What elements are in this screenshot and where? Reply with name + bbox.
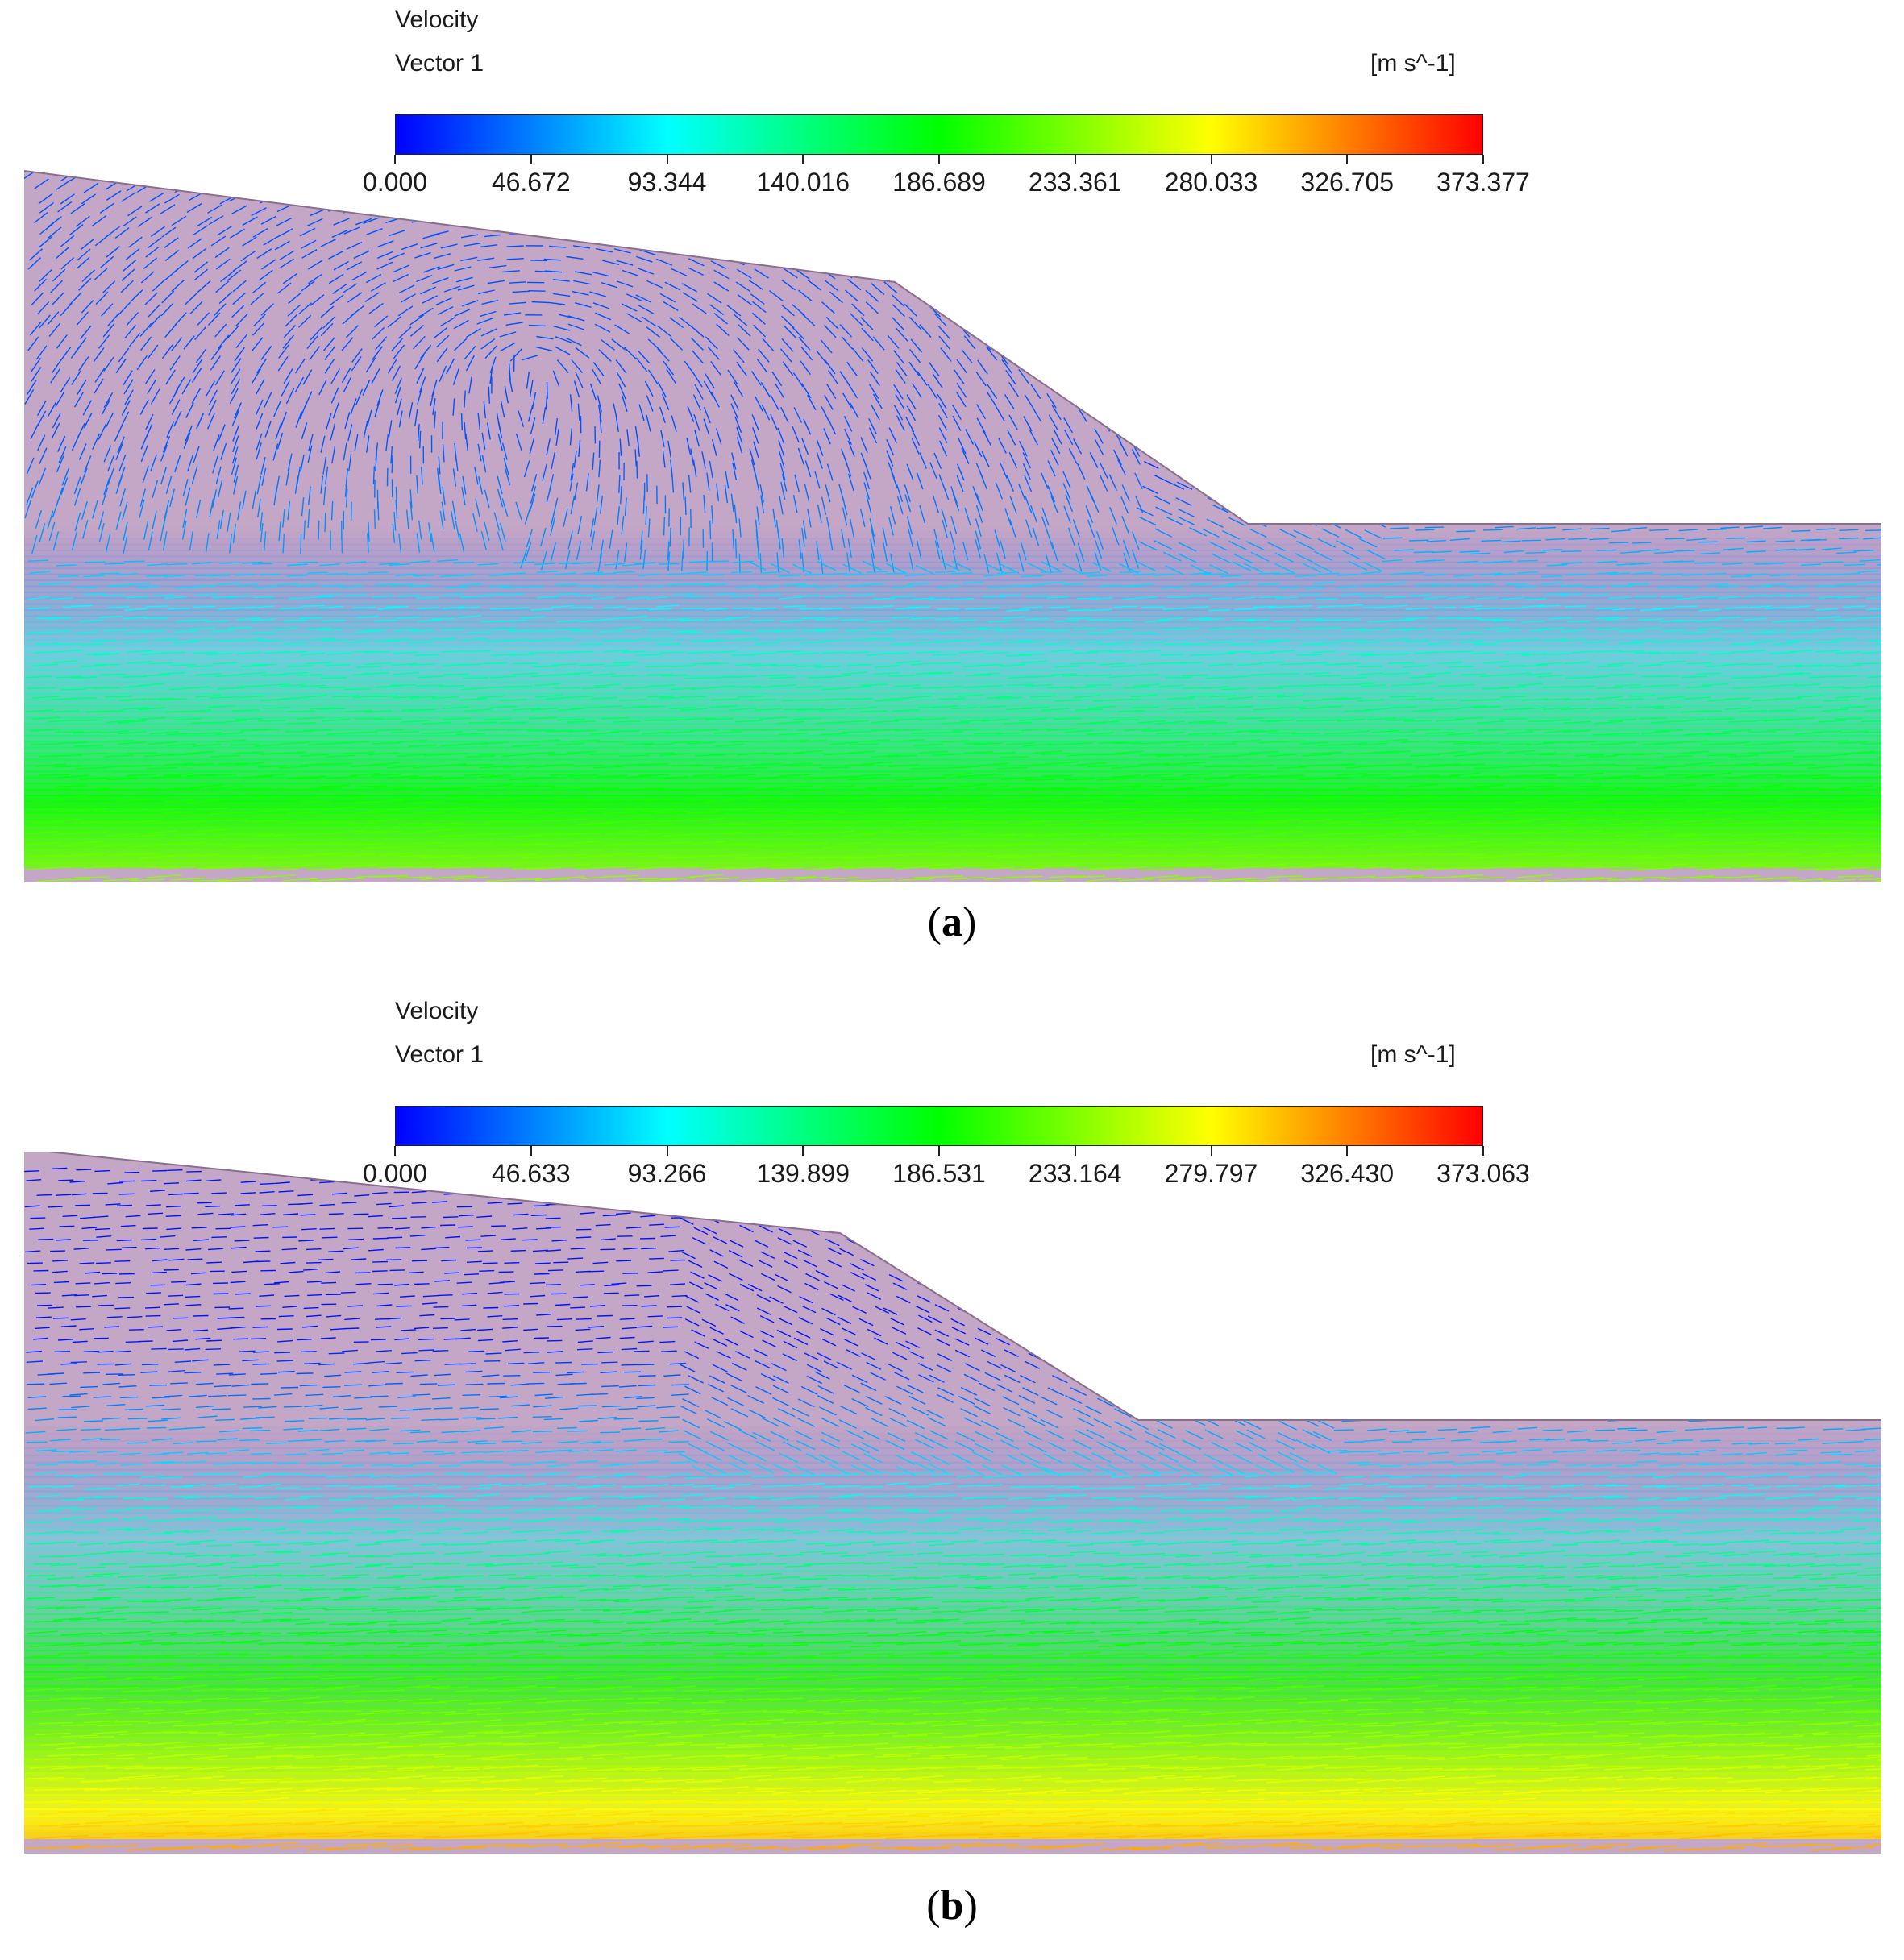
legend-tick-mark <box>1346 1146 1349 1156</box>
channel-boundary <box>24 170 1881 525</box>
legend-tick-mark <box>394 155 396 164</box>
panel-caption: (b) <box>926 1883 978 1929</box>
velocity-vector-field <box>24 1152 1881 1854</box>
legend-title: Velocity <box>395 6 479 33</box>
legend-tick-mark <box>666 1146 668 1156</box>
legend-tick-mark <box>1210 1146 1212 1156</box>
legend-tick-label: 93.344 <box>627 168 707 197</box>
legend-tick-label: 46.672 <box>491 168 571 197</box>
caption-letter: a <box>942 899 962 945</box>
legend-tick-label: 233.361 <box>1028 168 1122 197</box>
legend-tick-label: 186.689 <box>892 168 986 197</box>
color-legend-bar <box>395 1106 1483 1146</box>
legend-subtitle: Vector 1 <box>395 50 484 77</box>
legend-tick-label: 140.016 <box>756 168 850 197</box>
legend-tick-mark <box>666 155 668 164</box>
legend-tick-label: 0.000 <box>362 168 428 197</box>
legend-tick-mark <box>1074 1146 1076 1156</box>
vector-arrows <box>24 1167 1881 1851</box>
legend-tick-label: 233.164 <box>1028 1159 1122 1188</box>
legend-tick-mark <box>802 1146 804 1156</box>
legend-tick-mark <box>938 155 940 164</box>
legend-tick-mark <box>394 1146 396 1156</box>
legend-tick-mark <box>1346 155 1349 164</box>
legend-subtitle: Vector 1 <box>395 1041 484 1068</box>
legend-tick-mark <box>1482 1146 1484 1156</box>
legend-tick-label: 326.705 <box>1300 168 1395 197</box>
legend-tick-label: 279.797 <box>1164 1159 1258 1188</box>
legend-tick-mark <box>802 155 804 164</box>
channel-boundary <box>48 1152 1881 1421</box>
legend-tick-mark <box>938 1146 940 1156</box>
velocity-vector-field <box>24 170 1881 882</box>
legend-tick-mark <box>530 1146 532 1156</box>
legend-tick-label: 373.377 <box>1436 168 1530 197</box>
legend-unit: [m s^-1] <box>1370 50 1456 77</box>
legend-tick-label: 93.266 <box>627 1159 707 1188</box>
legend-tick-label: 280.033 <box>1164 168 1258 197</box>
legend-tick-label: 186.531 <box>892 1159 986 1188</box>
legend-tick-mark <box>1210 155 1212 164</box>
legend-tick-mark <box>530 155 532 164</box>
panel-b: Velocity Vector 1 [m s^-1] 0.000 46.633 93… <box>0 991 1904 1960</box>
legend-tick-label: 326.430 <box>1300 1159 1395 1188</box>
legend-tick-label: 139.899 <box>756 1159 850 1188</box>
color-legend-bar <box>395 114 1483 155</box>
legend-tick-mark <box>1482 155 1484 164</box>
caption-letter: b <box>940 1883 964 1929</box>
legend-unit: [m s^-1] <box>1370 1041 1456 1068</box>
legend-tick-label: 373.063 <box>1436 1159 1530 1188</box>
panel-caption: (a) <box>927 899 977 945</box>
panel-a: Velocity Vector 1 [m s^-1] 0.000 46.672 93… <box>24 6 1881 945</box>
legend-tick-label: 46.633 <box>491 1159 571 1188</box>
legend-tick-mark <box>1074 155 1076 164</box>
legend-tick-label: 0.000 <box>362 1159 428 1188</box>
legend-title: Velocity <box>395 998 479 1024</box>
